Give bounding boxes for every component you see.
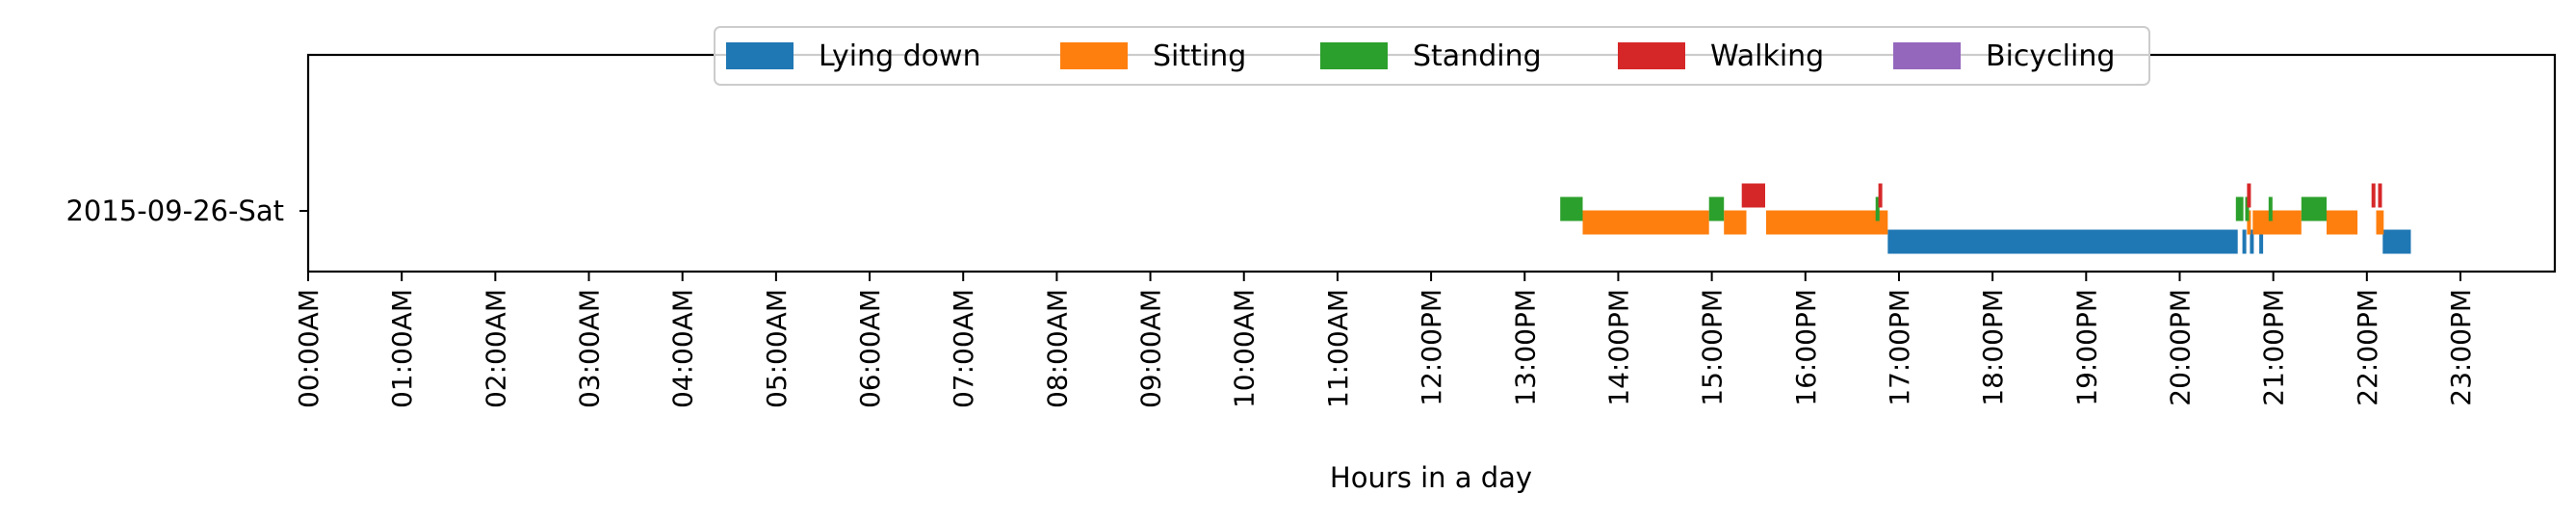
- x-tick-label: 15:00PM: [1697, 289, 1729, 406]
- bar-walking-1: [1878, 183, 1883, 208]
- x-tick-label: 02:00AM: [480, 289, 511, 408]
- bar-sitting-5: [2327, 210, 2358, 235]
- x-tick-label: 19:00PM: [2070, 289, 2102, 406]
- bar-standing-0: [1560, 196, 1583, 221]
- x-tick-label: 17:00PM: [1884, 289, 1915, 406]
- bar-walking-2: [2247, 183, 2251, 208]
- bar-walking-3: [2371, 183, 2376, 208]
- x-tick-label: 11:00AM: [1322, 289, 1354, 408]
- x-tick-label: 01:00AM: [386, 289, 418, 408]
- x-tick-label: 00:00AM: [293, 289, 325, 408]
- bar-sitting-3: [2247, 210, 2251, 235]
- x-tick-label: 06:00AM: [854, 289, 886, 408]
- bar-sitting-0: [1582, 210, 1709, 235]
- x-axis: 00:00AM 01:00AM 02:00AM 03:00AM 04:00AM 05:00…: [293, 272, 2477, 408]
- x-tick-label: 09:00AM: [1135, 289, 1167, 408]
- legend-swatch-sitting: [1060, 42, 1128, 69]
- legend-label-sitting: Sitting: [1153, 39, 1246, 73]
- legend-box: [714, 26, 2150, 86]
- x-axis-label: Hours in a day: [1330, 461, 1532, 494]
- x-tick-label: 08:00AM: [1041, 289, 1073, 408]
- bar-lying-down-4: [2382, 229, 2411, 254]
- activity-bars: [1560, 183, 2411, 254]
- bar-lying-down-1: [2242, 229, 2247, 254]
- bar-standing-3: [2235, 196, 2244, 221]
- bar-sitting-1: [1724, 210, 1747, 235]
- bar-walking-0: [1741, 183, 1765, 208]
- bar-lying-down-0: [1887, 229, 2238, 254]
- bar-lying-down-2: [2250, 229, 2254, 254]
- x-tick-label: 18:00PM: [1977, 289, 2009, 406]
- x-tick-label: 20:00PM: [2164, 289, 2196, 406]
- x-tick-label: 22:00PM: [2352, 289, 2383, 406]
- x-tick-label: 16:00PM: [1790, 289, 1822, 406]
- bar-lying-down-3: [2259, 229, 2264, 254]
- legend-label-bicycling: Bicycling: [1986, 39, 2115, 73]
- legend: Lying down Sitting Standing Walking Bicyclin…: [714, 26, 2150, 86]
- x-tick-label: 03:00AM: [574, 289, 606, 408]
- x-tick-label: 14:00PM: [1602, 289, 1634, 406]
- y-tick-label: 2015-09-26-Sat: [65, 195, 284, 227]
- legend-label-lying-down: Lying down: [819, 39, 981, 73]
- legend-swatch-standing: [1320, 42, 1388, 69]
- x-tick-label: 07:00AM: [948, 289, 979, 408]
- x-tick-label: 21:00PM: [2258, 289, 2290, 406]
- x-tick-label: 04:00AM: [667, 289, 699, 408]
- x-tick-label: 05:00AM: [761, 289, 793, 408]
- x-tick-label: 10:00AM: [1229, 289, 1261, 408]
- legend-swatch-walking: [1618, 42, 1685, 69]
- legend-label-walking: Walking: [1710, 39, 1824, 73]
- bar-standing-2: [1875, 196, 1880, 221]
- bar-walking-4: [2378, 183, 2382, 208]
- legend-label-standing: Standing: [1413, 39, 1542, 73]
- bar-standing-1: [1708, 196, 1725, 221]
- x-tick-label: 23:00PM: [2445, 289, 2477, 406]
- x-tick-label: 13:00PM: [1509, 289, 1541, 406]
- legend-swatch-lying-down: [726, 42, 794, 69]
- legend-swatch-bicycling: [1893, 42, 1961, 69]
- bar-standing-6: [2301, 196, 2327, 221]
- bar-sitting-4: [2252, 210, 2302, 235]
- x-tick-label: 12:00PM: [1416, 289, 1447, 406]
- bar-standing-4: [2245, 196, 2250, 221]
- bar-sitting-6: [2376, 210, 2384, 235]
- y-axis: 2015-09-26-Sat: [65, 195, 308, 227]
- bar-sitting-2: [1766, 210, 1888, 235]
- bar-standing-5: [2268, 196, 2273, 221]
